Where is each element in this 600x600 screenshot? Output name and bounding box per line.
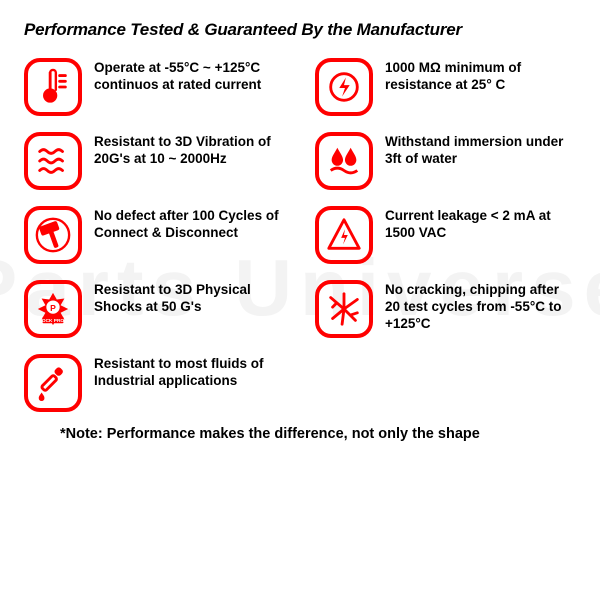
feature-temperature: Operate at -55°C ~ +125°C continuos at r… [24,58,285,116]
feature-resistance: 1000 MΩ minimum of resistance at 25° C [315,58,576,116]
feature-text: 1000 MΩ minimum of resistance at 25° C [385,58,576,94]
feature-text: Withstand immersion under 3ft of water [385,132,576,168]
bolt-circle-icon [315,58,373,116]
dropper-icon [24,354,82,412]
feature-text: Operate at -55°C ~ +125°C continuos at r… [94,58,285,94]
page-title: Performance Tested & Guaranteed By the M… [24,20,576,40]
feature-immersion: Withstand immersion under 3ft of water [315,132,576,190]
feature-text: No cracking, chipping after 20 test cycl… [385,280,576,333]
features-grid: Operate at -55°C ~ +125°C continuos at r… [24,58,576,412]
feature-text: No defect after 100 Cycles of Connect & … [94,206,285,242]
empty-cell [315,354,576,412]
svg-text:P: P [50,303,56,313]
thermometer-icon [24,58,82,116]
feature-shock: P SHOCK PROOF Resistant to 3D Physical S… [24,280,285,338]
footnote: *Note: Performance makes the difference,… [24,426,576,442]
svg-text:SHOCK PROOF: SHOCK PROOF [35,318,70,324]
feature-cracking: No cracking, chipping after 20 test cycl… [315,280,576,338]
feature-cycles: No defect after 100 Cycles of Connect & … [24,206,285,264]
feature-text: Resistant to 3D Physical Shocks at 50 G'… [94,280,285,316]
vibration-icon [24,132,82,190]
feature-text: Resistant to most fluids of Industrial a… [94,354,285,390]
feature-vibration: Resistant to 3D Vibration of 20G's at 10… [24,132,285,190]
shock-proof-icon: P SHOCK PROOF [24,280,82,338]
feature-text: Current leakage < 2 mA at 1500 VAC [385,206,576,242]
crack-icon [315,280,373,338]
feature-text: Resistant to 3D Vibration of 20G's at 10… [94,132,285,168]
water-drops-icon [315,132,373,190]
warning-bolt-icon [315,206,373,264]
feature-leakage: Current leakage < 2 mA at 1500 VAC [315,206,576,264]
feature-fluids: Resistant to most fluids of Industrial a… [24,354,285,412]
hammer-icon [24,206,82,264]
